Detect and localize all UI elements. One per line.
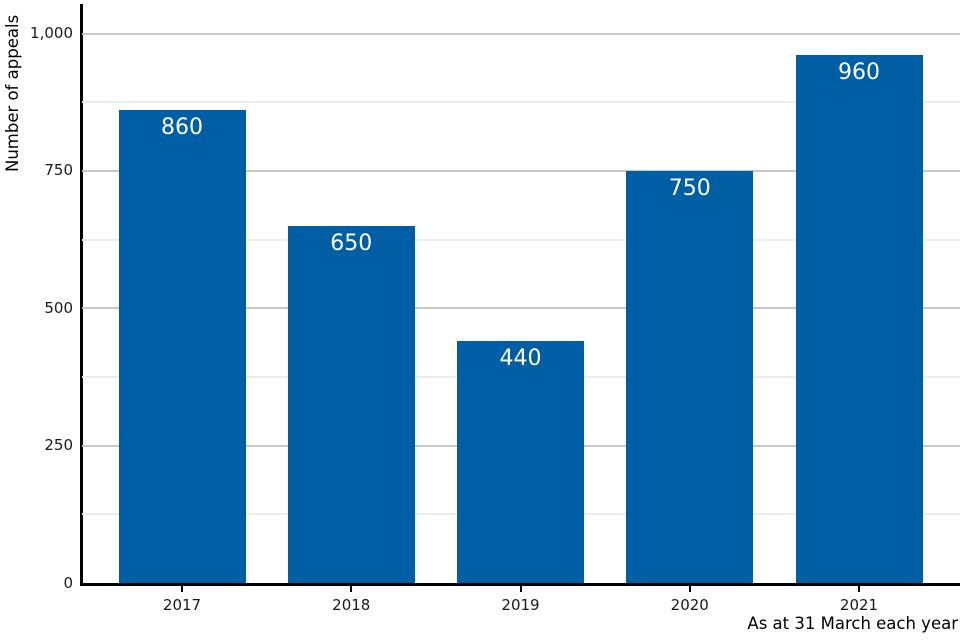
y-tick-label: 250 — [44, 436, 73, 455]
x-tick — [181, 585, 183, 592]
y-tick-label: 750 — [44, 161, 73, 180]
bar-value-label: 440 — [499, 346, 542, 372]
bar-2020: 750 — [626, 170, 754, 583]
x-tick-label: 2017 — [162, 596, 202, 614]
bar-value-label: 960 — [838, 60, 880, 86]
x-tick — [858, 585, 860, 592]
bar-value-label: 650 — [330, 230, 373, 256]
x-tick-label: 2020 — [670, 596, 709, 614]
x-axis-caption: As at 31 March each year — [747, 614, 958, 633]
bar-2019: 440 — [457, 341, 584, 583]
x-tick-label: 2018 — [332, 596, 371, 614]
bar-value-label: 860 — [161, 115, 203, 141]
x-tick — [350, 585, 353, 592]
y-tick-label: 0 — [63, 573, 73, 592]
x-tick — [519, 585, 522, 592]
x-axis-line — [80, 583, 960, 586]
bar-2021: 960 — [795, 55, 923, 583]
y-axis-line — [80, 4, 83, 586]
bar-value-label: 750 — [668, 175, 711, 201]
y-tick-label: 1,000 — [30, 24, 73, 42]
x-tick — [688, 585, 691, 592]
gridline-major — [82, 169, 960, 172]
y-tick-label: 500 — [44, 298, 73, 317]
gridline-minor — [82, 101, 960, 104]
bar-2017: 860 — [118, 110, 246, 583]
gridline-major — [82, 32, 960, 35]
bar-2018: 650 — [287, 225, 415, 583]
x-tick-label: 2019 — [501, 596, 540, 614]
gridline-major — [82, 307, 960, 310]
gridline-minor — [82, 238, 960, 241]
x-tick-label: 2021 — [839, 596, 879, 614]
